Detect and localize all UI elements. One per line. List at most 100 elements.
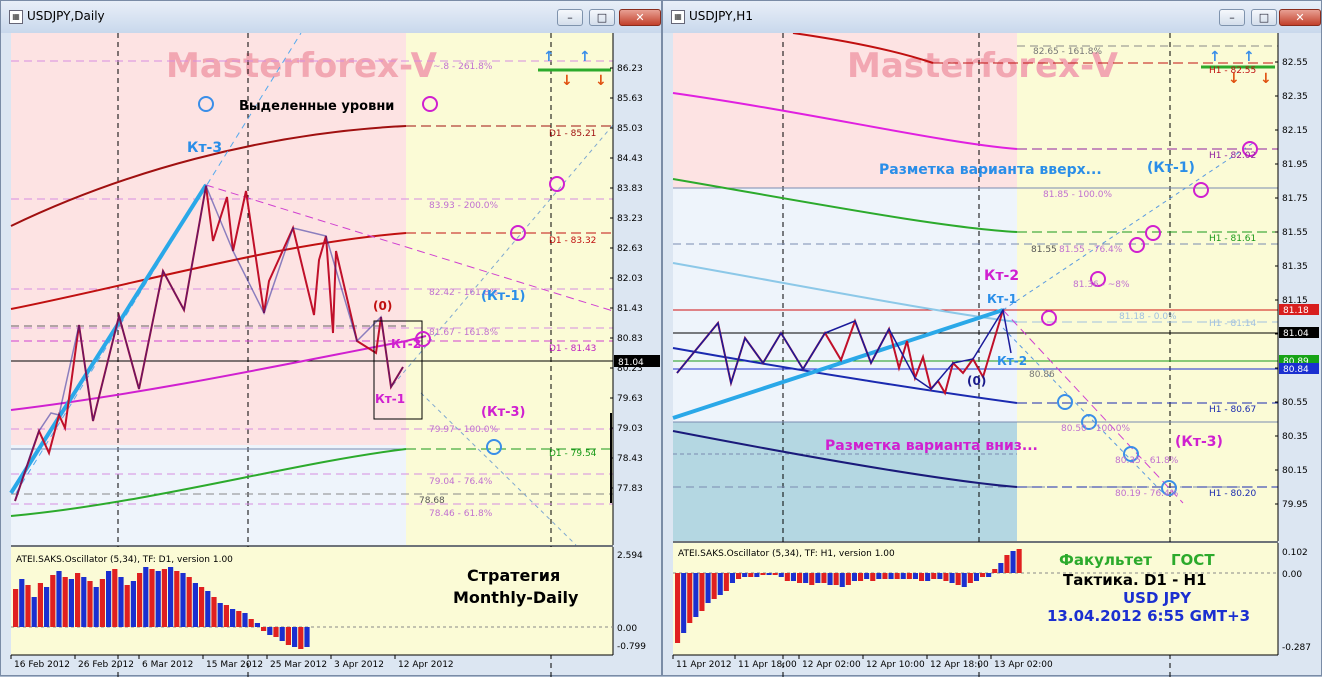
date-tick-label: 13 Apr 02:00 [994, 660, 1053, 670]
oscillator-bar [168, 567, 174, 627]
date-tick-label: 25 Mar 2012 [270, 660, 327, 670]
oscillator-bar [31, 597, 37, 627]
oscillator-bar [75, 573, 81, 627]
forecast-zone [1017, 33, 1278, 541]
down-arrow-icon: ↓ [561, 73, 573, 89]
oscillator-bar [292, 627, 298, 647]
date-tick-label: 12 Apr 2012 [398, 660, 454, 670]
watermark: Masterforex-V [166, 46, 438, 86]
price-tick-label: 83.23 [617, 214, 643, 224]
oscillator-bar [803, 573, 809, 583]
svg-text:80.35 - 61.8%: 80.35 - 61.8% [1115, 456, 1179, 466]
price-tick-label: 78.43 [617, 454, 643, 464]
close-button[interactable]: ✕ [619, 9, 661, 26]
chart-window-icon: ▦ [9, 10, 23, 24]
oscillator-title: ATEI.SAKS.Oscillator (5,34), TF: D1, ver… [16, 555, 233, 565]
oscillator-bar [693, 573, 699, 617]
oscillator-bar [50, 575, 56, 627]
title-bar: ▦ USDJPY,H1 – □ ✕ [663, 1, 1321, 33]
watermark: Masterforex-V [847, 46, 1119, 86]
price-tick-label: 80.15 [1282, 466, 1308, 476]
oscillator-bar [900, 573, 906, 579]
oscillator-bar [93, 587, 99, 627]
oscillator-bar [961, 573, 967, 587]
oscillator-bar [192, 583, 198, 627]
oscillator-bar [37, 583, 43, 627]
oscillator-bar [112, 569, 118, 627]
strategy-title: Стратегия [467, 566, 560, 585]
svg-text:Кт-2: Кт-2 [391, 337, 421, 351]
oscillator-bar [248, 619, 254, 627]
price-tick-label: 80.35 [1282, 432, 1308, 442]
up-arrow-icon: ↑ [1209, 49, 1221, 65]
strategy-subtitle: Monthly-Daily [453, 588, 579, 607]
bullish-zone [673, 33, 1017, 188]
price-tick-label: 86.23 [617, 64, 643, 74]
svg-text:80.86: 80.86 [1029, 370, 1055, 380]
svg-text:(Кт-1): (Кт-1) [1147, 160, 1195, 176]
svg-text:H1 - 81.14: H1 - 81.14 [1209, 319, 1257, 329]
maximize-button[interactable]: □ [1251, 9, 1277, 26]
oscillator-bar [790, 573, 796, 581]
price-tick-label: 80.23 [617, 364, 643, 374]
tactic-label: Тактика. D1 - H1 [1063, 571, 1207, 589]
hourly-price-chart[interactable]: Masterforex-V [663, 33, 1321, 677]
svg-text:Кт-3: Кт-3 [187, 140, 222, 156]
price-tick-label: 81.55 [1282, 228, 1308, 238]
svg-text:0.00: 0.00 [617, 624, 637, 634]
oscillator-bar [675, 573, 681, 643]
neutral-zone [673, 188, 1017, 422]
date-tick-label: 3 Apr 2012 [334, 660, 384, 670]
svg-text:H1 - 81.61: H1 - 81.61 [1209, 234, 1256, 244]
oscillator-bar [705, 573, 711, 603]
oscillator-bar [273, 627, 279, 637]
daily-price-chart[interactable]: Masterforex-V [1, 33, 661, 677]
close-button[interactable]: ✕ [1279, 9, 1321, 26]
svg-text:81.55 - 76.4%: 81.55 - 76.4% [1059, 245, 1123, 255]
date-tick-label: 26 Feb 2012 [78, 660, 134, 670]
oscillator-bar [870, 573, 876, 581]
price-tick-label: 79.03 [617, 424, 643, 434]
minimize-button[interactable]: – [1219, 9, 1245, 26]
legend-label: Выделенные уровни [239, 99, 394, 114]
price-tick-label: 82.15 [1282, 126, 1308, 136]
svg-text:81.67 - 161.8%: 81.67 - 161.8% [429, 328, 498, 338]
up-arrow-icon: ↑ [1243, 49, 1255, 65]
oscillator-bar [285, 627, 291, 645]
price-tag-label: 80.89 [1283, 357, 1309, 367]
oscillator-bar [62, 577, 68, 627]
svg-text:D1 - 79.54: D1 - 79.54 [549, 449, 597, 459]
price-tag [1279, 363, 1319, 374]
oscillator-bar [223, 605, 229, 627]
svg-text:78.68: 78.68 [419, 496, 445, 506]
oscillator-bar [851, 573, 857, 581]
oscillator-histogram [675, 549, 1022, 643]
date-axis: 16 Feb 2012 26 Feb 2012 6 Mar 2012 15 Mar 2… [10, 655, 454, 670]
svg-text:80.50 - 100.0%: 80.50 - 100.0% [1061, 424, 1130, 434]
oscillator-bar [949, 573, 955, 583]
svg-text:81.36 - ~8%: 81.36 - ~8% [1073, 280, 1130, 290]
svg-text:~.8 - 261.8%: ~.8 - 261.8% [433, 62, 493, 72]
svg-text:82.42 - 161.8%: 82.42 - 161.8% [429, 288, 498, 298]
svg-text:80.19 - 76.4%: 80.19 - 76.4% [1115, 489, 1179, 499]
blue-level-marker [198, 96, 214, 112]
oscillator-bar [681, 573, 687, 633]
oscillator-bar [778, 573, 784, 577]
daily-chart-window: ▦ USDJPY,Daily – □ ✕ Masterforex-V [0, 0, 662, 677]
minimize-button[interactable]: – [557, 9, 583, 26]
maximize-button[interactable]: □ [589, 9, 615, 26]
price-tick-label: 79.63 [617, 394, 643, 404]
oscillator-bar [784, 573, 790, 581]
oscillator-bar [56, 571, 62, 627]
oscillator-bar [858, 573, 864, 581]
oscillator-bar [699, 573, 705, 611]
price-tick-label: 82.35 [1282, 92, 1308, 102]
oscillator-bar [882, 573, 888, 579]
down-arrow-icon: ↓ [1260, 71, 1272, 87]
oscillator-bar [687, 573, 693, 623]
price-tick-label: 82.03 [617, 274, 643, 284]
oscillator-bar [967, 573, 973, 583]
oscillator-bar [25, 585, 31, 627]
svg-text:D1 - 85.21: D1 - 85.21 [549, 129, 596, 139]
oscillator-bar [186, 577, 192, 627]
